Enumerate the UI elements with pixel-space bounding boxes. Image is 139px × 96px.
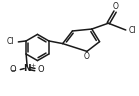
Text: +: + bbox=[30, 63, 36, 68]
Text: Cl: Cl bbox=[129, 26, 136, 34]
Text: Cl: Cl bbox=[7, 37, 14, 46]
Text: N: N bbox=[23, 64, 31, 73]
Text: −: − bbox=[11, 69, 16, 74]
Text: O: O bbox=[112, 2, 118, 11]
Text: O: O bbox=[38, 65, 44, 74]
Text: O: O bbox=[84, 52, 90, 61]
Text: O: O bbox=[10, 65, 16, 74]
